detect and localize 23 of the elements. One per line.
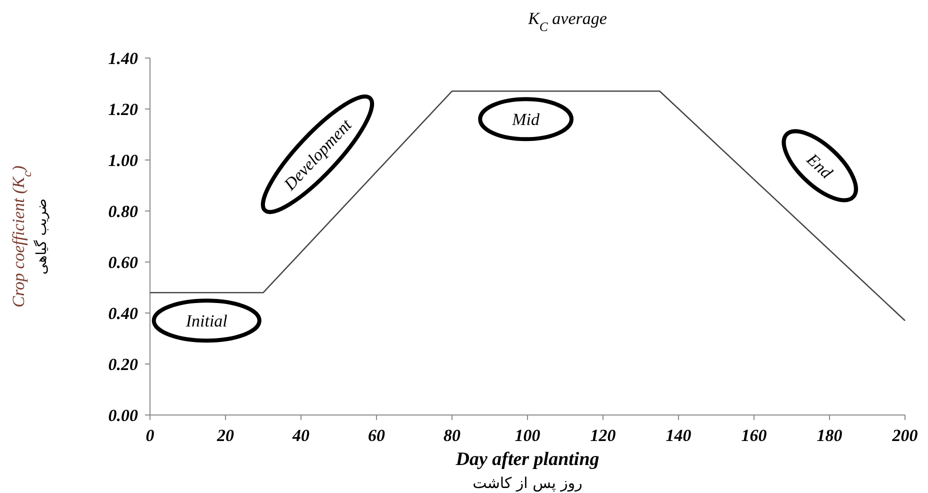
y-tick-label: 0.40: [108, 304, 138, 323]
annotation: End: [802, 149, 836, 183]
x-tick-label: 40: [292, 426, 310, 445]
x-tick-label: 100: [514, 426, 541, 445]
chart-title: K$_{C}$ average: [527, 9, 608, 34]
y-tick-label: 0.80: [108, 202, 138, 221]
y-tick-label: 1.40: [108, 49, 138, 68]
x-tick-label: 140: [666, 426, 692, 445]
x-tick-label: 120: [590, 426, 616, 445]
y-tick-label: 1.20: [108, 100, 138, 119]
x-tick-label: 200: [891, 426, 918, 445]
y-tick-label: 1.00: [108, 151, 138, 170]
x-tick-label: 180: [816, 426, 843, 445]
x-tick-label: 20: [216, 426, 234, 445]
annotation: Initial: [184, 312, 228, 331]
x-tick-label: 60: [368, 426, 386, 445]
x-tick-label: 0: [146, 426, 155, 445]
x-tick-label: 80: [444, 426, 461, 445]
y-tick-label: 0.00: [108, 406, 138, 425]
y-tick-label: 0.20: [108, 355, 138, 374]
annotation: Mid: [511, 110, 540, 130]
x-tick-label: 160: [741, 426, 768, 445]
y-tick-label: 0.60: [108, 253, 138, 272]
